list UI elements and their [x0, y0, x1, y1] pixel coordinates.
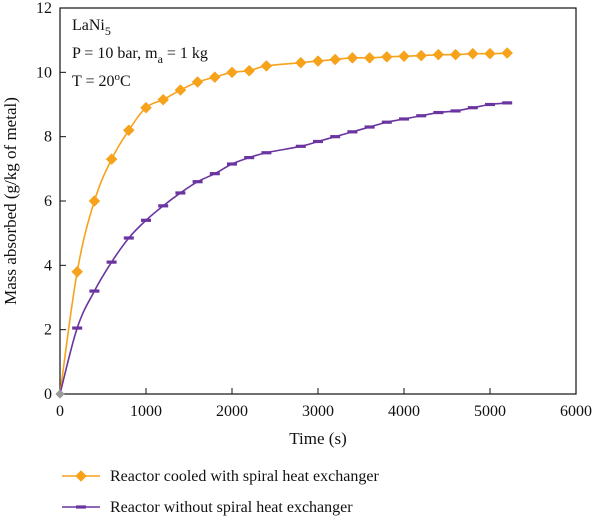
x-tick-label: 2000 [216, 403, 248, 420]
data-point [243, 64, 256, 77]
x-tick-label: 0 [56, 403, 64, 420]
data-point [106, 260, 117, 264]
data-point [191, 76, 204, 88]
series-1 [55, 47, 514, 399]
data-point [313, 139, 323, 144]
y-tick-label: 4 [44, 257, 52, 274]
data-point [157, 93, 170, 106]
x-tick-label: 6000 [560, 403, 592, 420]
y-tick-label: 0 [44, 386, 52, 403]
x-tick-label: 3000 [302, 403, 334, 420]
data-point [415, 49, 428, 62]
data-point [416, 114, 427, 118]
data-point [329, 53, 342, 66]
data-point [450, 109, 461, 113]
data-point [466, 47, 479, 60]
data-point [312, 55, 324, 67]
x-axis-label: Time (s) [289, 429, 346, 448]
y-tick-label: 2 [44, 322, 52, 339]
data-point [141, 218, 151, 222]
data-point [244, 155, 255, 160]
data-point [381, 120, 392, 124]
data-point [105, 153, 118, 166]
data-point [140, 101, 152, 114]
data-point [501, 47, 514, 59]
data-point [174, 84, 187, 96]
data-point [122, 124, 135, 137]
data-point [347, 130, 358, 134]
y-tick-label: 12 [36, 0, 52, 17]
legend-label: Reactor without spiral heat exchanger [110, 499, 353, 516]
data-point [484, 47, 496, 60]
x-tick-label: 4000 [388, 403, 420, 420]
data-point [227, 162, 237, 166]
data-point [175, 191, 186, 195]
data-point [485, 102, 495, 107]
axis-ticks: 0 1000 2000 3000 4000 5000 6000 0 2 4 6 8 10 12 [36, 0, 592, 420]
data-point [208, 71, 221, 84]
data-point [330, 135, 341, 139]
data-point [192, 180, 203, 184]
data-point [346, 52, 359, 64]
data-point [398, 50, 410, 63]
data-point [295, 144, 306, 148]
data-point [467, 106, 478, 110]
legend-marker [76, 505, 86, 509]
data-point [88, 195, 101, 207]
data-point [399, 117, 409, 121]
data-point [433, 110, 444, 115]
data-point [226, 66, 238, 79]
series-line [59, 102, 508, 395]
data-point [449, 48, 462, 61]
data-point [364, 125, 375, 129]
data-point [123, 236, 134, 240]
y-axis-label: Mass absorbed (g/kg of metal) [1, 97, 20, 305]
data-point [432, 48, 445, 61]
data-point [261, 151, 272, 155]
data-point [260, 60, 273, 72]
series-layer [55, 47, 514, 399]
y-tick-label: 6 [44, 193, 52, 210]
data-point [89, 289, 100, 293]
series-2 [55, 101, 513, 399]
data-point [158, 204, 169, 208]
y-tick-label: 8 [44, 129, 52, 146]
data-point [294, 56, 307, 69]
x-tick-label: 5000 [474, 403, 506, 420]
legend-marker [75, 470, 87, 482]
data-point [209, 172, 220, 176]
data-point [363, 52, 376, 64]
y-tick-label: 10 [36, 64, 52, 81]
data-point [55, 389, 65, 399]
annotation-pressure: P = 10 bar, ma = 1 kg [72, 45, 208, 66]
annotation-material: LaNi5 [72, 17, 111, 38]
legend-label: Reactor cooled with spiral heat exchange… [110, 468, 379, 485]
data-point [502, 101, 513, 105]
data-point [380, 51, 393, 63]
x-tick-label: 1000 [130, 403, 162, 420]
data-point [71, 265, 84, 278]
data-point [72, 326, 83, 330]
legend: Reactor cooled with spiral heat exchange… [62, 468, 379, 516]
annotation-temperature: T = 20oC [72, 71, 131, 90]
series-line [59, 52, 508, 395]
